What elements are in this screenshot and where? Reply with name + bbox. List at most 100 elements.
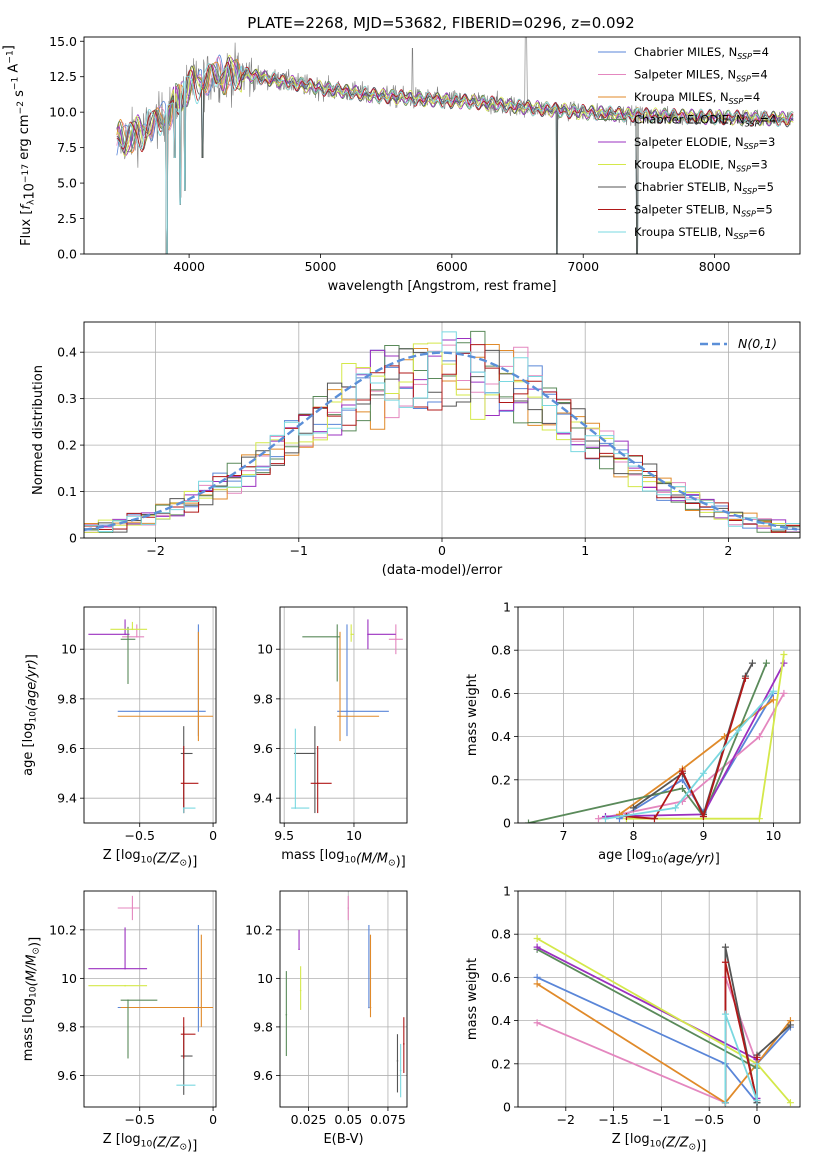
weight-marker-2 (533, 980, 541, 988)
point-4 (124, 967, 126, 970)
weight-marker-1 (594, 815, 602, 823)
y-tick-label: 0.8 (491, 927, 511, 942)
x-tick-label: 5000 (305, 259, 337, 274)
y-tick-label: 0.2 (57, 438, 77, 453)
x-axis-label: Z [log10(Z/Z⊙)] (103, 848, 198, 870)
weight-line-3 (528, 662, 768, 823)
y-tick-label: 0.4 (57, 345, 77, 360)
weight-marker-5 (786, 1099, 794, 1107)
weight-marker-7 (721, 958, 729, 966)
chart-mass-vs-ebv: 0.025 0.05 0.075 9.6 9.8 10 10.2 E(B-V) (245, 890, 408, 1147)
y-axis-label: age [log10(age/yr)] (21, 654, 39, 776)
weight-marker-7 (699, 813, 707, 821)
legend-label-1: Salpeter MILES, NSSP=4 (634, 68, 768, 84)
weight-marker-8 (721, 1099, 729, 1107)
point-4 (124, 633, 126, 636)
point-3 (127, 999, 129, 1002)
weight-marker-0 (533, 973, 541, 981)
point-3 (336, 635, 339, 638)
weight-marker-8 (734, 726, 742, 734)
y-tick-label: 0.6 (491, 686, 511, 701)
x-tick-label: 2 (724, 543, 732, 558)
axes-frame (517, 606, 801, 824)
y-tick-label: 9.4 (57, 791, 77, 806)
point-1 (136, 635, 138, 638)
weight-marker-1 (533, 1019, 541, 1027)
legend-label-6: Chabrier STELIB, NSSP=5 (634, 180, 774, 196)
y-tick-label: 9.6 (57, 741, 77, 756)
x-tick-label: 7 (560, 828, 568, 843)
y-tick-label: 0.8 (491, 643, 511, 658)
point-1 (395, 638, 397, 641)
y-axis-label: mass weight (465, 958, 480, 1040)
chart-residual-histogram: −2 −1 0 1 2 0 0.1 0.2 0.3 0.4 (data-model)/error No… (31, 321, 801, 578)
weight-line-4 (536, 946, 758, 1099)
weight-marker-5 (533, 935, 541, 943)
y-tick-label: 0.4 (491, 729, 511, 744)
weight-line-2 (536, 983, 792, 1104)
weight-line-1 (536, 977, 758, 1105)
weight-marker-4 (533, 943, 541, 951)
y-axis-label: Normed distribution (31, 365, 46, 495)
axes-frame (279, 890, 408, 1108)
point-7 (403, 1043, 405, 1045)
chart-mass-weight-vs-z: −2 −1.5 −1 −0.5 0 0 0.2 0.4 0.6 0.8 1 Z [log10(Z/Z⊙… (465, 884, 801, 1154)
weight-marker-6 (748, 659, 756, 667)
weight-marker-7 (678, 767, 686, 775)
chart-spectrum: 4000 5000 6000 7000 8000 0.0 2.5 5.0 7.5 10.0 12.5… (1, 34, 801, 294)
legend-label-7: Salpeter STELIB, NSSP=5 (634, 203, 773, 219)
point-8 (294, 807, 297, 809)
axes-frame (83, 36, 801, 255)
axes-frame (517, 890, 801, 1108)
y-tick-label: 5.0 (57, 176, 77, 191)
y-tick-label: 2.5 (57, 211, 77, 226)
x-tick-label: 4000 (173, 259, 205, 274)
legend-label-3: Chabrier ELODIE, NSSP=4 (634, 113, 776, 129)
axes-frame (279, 606, 408, 824)
weight-marker-3 (678, 784, 686, 792)
y-tick-label: 9.8 (253, 1019, 273, 1034)
plot-area (291, 619, 403, 814)
plot-area (533, 935, 794, 1107)
point-1 (347, 907, 350, 909)
y-tick-label: 0.4 (491, 1013, 511, 1028)
point-7 (316, 782, 319, 785)
weight-marker-1 (755, 733, 763, 741)
y-tick-label: 10.2 (245, 922, 273, 937)
y-tick-label: 0.2 (491, 1056, 511, 1071)
axes-frame (83, 890, 217, 1108)
x-tick-label: −2 (557, 1112, 575, 1127)
point-2 (200, 1006, 203, 1009)
weight-marker-4 (780, 659, 788, 667)
weight-marker-3 (762, 659, 770, 667)
legend-label-8: Kroupa STELIB, NSSP=6 (634, 225, 765, 241)
y-tick-label: 0.3 (57, 391, 77, 406)
weight-marker-5 (780, 651, 788, 659)
point-2 (339, 715, 341, 718)
weight-line-1 (598, 692, 785, 820)
plot-area (524, 651, 788, 823)
x-tick-label: −0.5 (125, 828, 155, 843)
x-tick-label: −1 (290, 543, 308, 558)
y-tick-label: 0 (503, 1100, 511, 1115)
y-tick-label: 0.0 (57, 247, 77, 262)
x-tick-label: 10 (765, 828, 781, 843)
weight-marker-6 (629, 804, 637, 812)
x-tick-label: 1 (581, 543, 589, 558)
x-tick-label: 10 (346, 828, 362, 843)
chart-mass-vs-z: −0.5 0 9.6 9.8 10 10.2 Z [log10(Z/Z⊙)] mass [lo… (21, 890, 217, 1154)
weight-marker-8 (721, 1010, 729, 1018)
y-tick-label: 10.0 (49, 105, 77, 120)
x-tick-label: 9.5 (274, 828, 294, 843)
y-tick-label: 10 (61, 642, 77, 657)
y-tick-label: 9.6 (253, 741, 273, 756)
x-tick-label: −1 (652, 1112, 670, 1127)
chart-mass-weight-vs-age: 7 8 9 10 0 0.2 0.4 0.6 0.8 1 age [log10(age/yr)] ma… (465, 600, 801, 866)
weight-line-7 (724, 962, 758, 1103)
point-2 (197, 715, 200, 718)
y-tick-label: 0 (503, 816, 511, 831)
y-tick-label: 7.5 (57, 140, 77, 155)
gaussian-curve (84, 351, 798, 532)
spectrum-model-line-6 (116, 57, 794, 254)
x-tick-label: 6000 (436, 259, 468, 274)
